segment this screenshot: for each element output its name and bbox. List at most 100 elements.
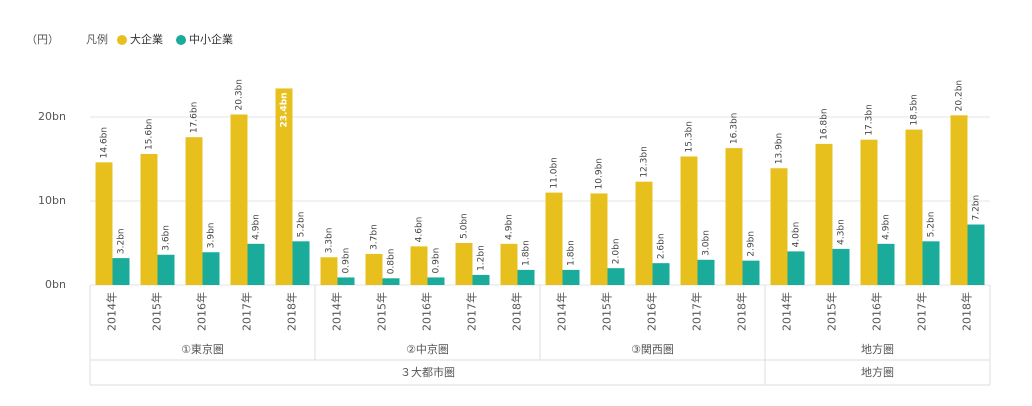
x-tick-label: 2018年 — [735, 292, 749, 331]
bar — [455, 243, 473, 285]
legend-title: 凡例 — [86, 32, 108, 46]
value-label: 2.6bn — [657, 233, 667, 259]
value-label: 3.6bn — [162, 225, 172, 251]
value-label: 3.3bn — [325, 228, 335, 254]
value-label: 10.9bn — [595, 158, 605, 189]
value-label: 20.2bn — [955, 80, 965, 111]
value-label: 3.0bn — [702, 230, 712, 256]
bar — [320, 257, 338, 285]
value-label: 4.3bn — [837, 219, 847, 245]
x-tick-label: 2016年 — [420, 292, 434, 331]
value-label: 4.9bn — [882, 214, 892, 240]
bar — [202, 252, 220, 285]
value-label: 4.9bn — [252, 214, 262, 240]
x-tick-label: 2015年 — [825, 292, 839, 331]
bar — [427, 277, 445, 285]
value-label: 14.6bn — [100, 127, 110, 158]
value-label: 18.5bn — [910, 94, 920, 125]
legend-swatch — [176, 35, 186, 45]
x-tick-label: 2018年 — [510, 292, 524, 331]
value-label: 4.0bn — [792, 222, 802, 248]
x-tick-label: 2014年 — [105, 292, 119, 331]
value-label: 1.8bn — [522, 240, 532, 266]
x-tick-label: 2017年 — [240, 292, 254, 331]
bar — [590, 193, 608, 285]
value-label: 2.9bn — [747, 231, 757, 257]
y-tick-label: 20bn — [38, 110, 66, 123]
bar — [230, 114, 248, 285]
bar — [365, 253, 383, 285]
value-label: 4.9bn — [505, 214, 515, 240]
bar — [337, 277, 355, 285]
legend-swatch — [117, 35, 127, 45]
value-label: 2.0bn — [612, 238, 622, 264]
group-label: ③関西圏 — [631, 343, 674, 356]
bar — [815, 143, 833, 285]
value-label: 3.9bn — [207, 223, 217, 249]
value-label: 15.3bn — [685, 121, 695, 152]
bar — [140, 153, 158, 285]
bar — [742, 260, 760, 285]
value-label: 1.8bn — [567, 240, 577, 266]
value-label: 1.2bn — [477, 245, 487, 271]
bar — [770, 168, 788, 285]
bar — [832, 248, 850, 285]
x-tick-label: 2018年 — [285, 292, 299, 331]
x-tick-label: 2016年 — [645, 292, 659, 331]
bar — [247, 243, 265, 285]
x-tick-label: 2017年 — [465, 292, 479, 331]
bar — [95, 162, 113, 285]
bar — [607, 268, 625, 285]
x-tick-label: 2015年 — [375, 292, 389, 331]
y-tick-label: 10bn — [38, 194, 66, 207]
value-label: 23.4bn — [280, 92, 290, 127]
group-label: ①東京圏 — [181, 342, 224, 356]
bar — [382, 278, 400, 285]
value-label: 0.8bn — [387, 249, 397, 275]
x-tick-label: 2017年 — [690, 292, 704, 331]
x-tick-label: 2015年 — [150, 292, 164, 331]
legend-label: 大企業 — [130, 32, 163, 46]
value-label: 5.2bn — [927, 212, 937, 238]
value-label: 0.9bn — [432, 248, 442, 274]
value-label: 13.9bn — [775, 133, 785, 164]
x-tick-label: 2014年 — [780, 292, 794, 331]
x-tick-label: 2018年 — [960, 292, 974, 331]
bar — [292, 241, 310, 285]
bar — [500, 243, 518, 285]
bar — [922, 241, 940, 285]
x-tick-label: 2017年 — [915, 292, 929, 331]
x-tick-label: 2016年 — [870, 292, 884, 331]
bar — [112, 258, 130, 285]
bar — [545, 192, 563, 285]
x-tick-label: 2014年 — [330, 292, 344, 331]
bar — [562, 269, 580, 285]
value-label: 11.0bn — [550, 157, 560, 188]
value-label: 4.6bn — [415, 217, 425, 243]
group-label: 地方圏 — [861, 342, 894, 356]
bar — [697, 259, 715, 285]
bar — [410, 246, 428, 285]
bar — [635, 181, 653, 285]
value-label: 7.2bn — [972, 195, 982, 221]
value-label: 3.7bn — [370, 224, 380, 250]
bar — [725, 148, 743, 285]
x-tick-label: 2014年 — [555, 292, 569, 331]
value-label: 5.0bn — [460, 213, 470, 239]
x-tick-label: 2015年 — [600, 292, 614, 331]
bar — [967, 224, 985, 285]
bar — [185, 137, 203, 285]
bar — [472, 274, 490, 285]
bar — [157, 254, 175, 285]
bar — [877, 243, 895, 285]
bar — [517, 269, 535, 285]
value-label: 17.6bn — [190, 102, 200, 133]
value-label: 3.2bn — [117, 228, 127, 254]
bar — [652, 263, 670, 285]
bar — [680, 156, 698, 285]
value-label: 0.9bn — [342, 248, 352, 274]
bar — [860, 139, 878, 285]
value-label: 16.8bn — [820, 108, 830, 139]
supergroup-label: 地方圏 — [861, 365, 894, 379]
value-label: 17.3bn — [865, 104, 875, 135]
